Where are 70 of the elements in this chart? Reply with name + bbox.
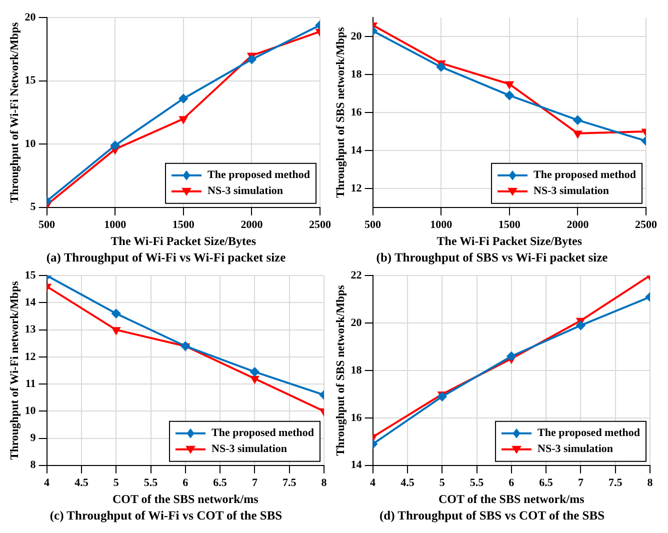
y-tick-label: 8 [30, 459, 36, 472]
text: (b) Throughput of SBS vs Wi-Fi packet size [376, 250, 608, 265]
x-tick-label: 500 [364, 218, 382, 231]
y-tick-label: 18 [350, 364, 362, 376]
x-tick-label: 1500 [172, 218, 195, 231]
text: (c) Throughput of Wi-Fi vs COT of the SBS [50, 508, 282, 523]
legend-label: The proposed method [208, 169, 310, 182]
y-tick-label: 14 [350, 459, 362, 472]
x-tick-label: 4.5 [400, 476, 415, 489]
y-tick-label: 10 [24, 138, 36, 150]
x-tick-label: 4.5 [74, 476, 89, 489]
y-axis-title: Throughput of SBS network/Mbps [334, 284, 347, 456]
y-tick-label: 16 [350, 412, 362, 424]
x-tick-label: 8 [647, 476, 654, 489]
x-tick-label: 4 [44, 476, 50, 489]
y-tick-label: 9 [30, 432, 36, 444]
x-tick-label: 1000 [104, 218, 127, 231]
y-tick-label: 14 [24, 296, 36, 309]
x-tick-label: 6.5 [213, 476, 228, 489]
x-tick-label: 5.5 [144, 476, 158, 489]
y-tick-label: 20 [350, 316, 362, 329]
y-tick-label: 15 [24, 74, 36, 87]
y-axis-title: Throughput of Wi-Fi Network/Mbps [8, 22, 21, 203]
legend-label: The proposed method [534, 169, 636, 182]
text: (d) Throughput of SBS vs COT of the SBS [379, 508, 605, 523]
y-tick-label: 20 [24, 11, 36, 24]
x-tick-label: 8 [321, 476, 328, 489]
x-tick-label: 6 [182, 476, 189, 489]
x-axis-title: The Wi-Fi Packet Size/Bytes [110, 234, 256, 248]
y-tick-label: 18 [350, 68, 362, 80]
x-axis-title: COT of the SBS network/ms [438, 492, 585, 506]
x-tick-label: 7 [252, 476, 258, 489]
x-tick-label: 6 [508, 476, 515, 489]
x-tick-label: 7.5 [608, 476, 623, 489]
y-tick-label: 15 [24, 269, 36, 282]
x-tick-label: 1500 [498, 218, 521, 231]
y-tick-label: 22 [350, 269, 362, 282]
y-tick-label: 12 [350, 182, 362, 194]
x-axis-title: The Wi-Fi Packet Size/Bytes [436, 234, 582, 248]
x-tick-label: 5.5 [470, 476, 484, 489]
x-tick-label: 2500 [635, 218, 658, 231]
x-tick-label: 7 [578, 476, 584, 489]
x-tick-label: 4 [370, 476, 376, 489]
x-tick-label: 5 [439, 476, 446, 489]
y-tick-label: 16 [350, 106, 362, 118]
x-tick-label: 2000 [566, 218, 590, 231]
y-axis-title: Throughput of Wi-Fi network/Mbps [8, 280, 21, 460]
x-tick-label: 2000 [240, 218, 264, 231]
x-tick-label: 500 [38, 218, 56, 231]
y-tick-label: 10 [24, 405, 36, 418]
y-tick-label: 11 [25, 378, 36, 390]
y-axis-title: Throughput of SBS network/Mbps [334, 26, 347, 198]
x-tick-label: 6.5 [539, 476, 554, 489]
legend-label: NS-3 simulation [538, 443, 614, 456]
y-tick-label: 5 [30, 201, 36, 214]
x-tick-label: 2500 [309, 218, 332, 231]
x-axis-title: COT of the SBS network/ms [112, 492, 259, 506]
legend-label: The proposed method [538, 427, 640, 440]
text: (a) Throughput of Wi-Fi vs Wi-Fi packet size [46, 250, 286, 265]
y-tick-label: 13 [24, 324, 36, 336]
y-tick-label: 20 [350, 30, 362, 42]
legend-label: The proposed method [212, 427, 314, 440]
x-tick-label: 5 [113, 476, 120, 489]
legend-label: NS-3 simulation [208, 185, 284, 198]
legend-label: NS-3 simulation [534, 185, 610, 198]
x-tick-label: 1000 [430, 218, 453, 231]
x-tick-label: 7.5 [282, 476, 297, 489]
y-tick-label: 12 [24, 350, 36, 363]
legend-label: NS-3 simulation [212, 443, 288, 456]
y-tick-label: 14 [350, 144, 362, 156]
